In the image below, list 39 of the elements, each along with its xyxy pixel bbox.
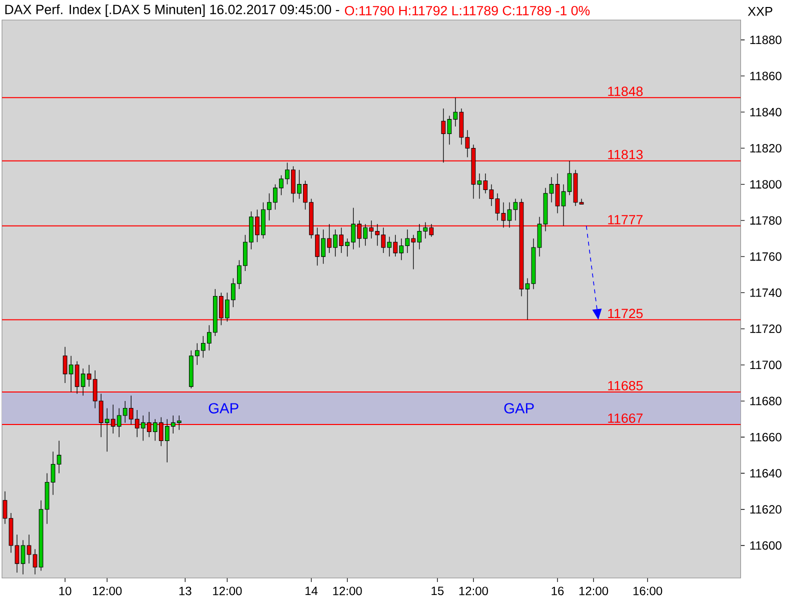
x-tick-label: 12:00 <box>579 586 608 596</box>
y-tick-label: 11680 <box>750 396 782 406</box>
ref-line-label: 11848 <box>608 86 643 96</box>
chart-subtitle: O:11790 H:11792 L:11789 C:11789 -1 0% <box>344 6 590 16</box>
x-tick-label: 12:00 <box>213 586 242 596</box>
x-tick-label: 10 <box>59 586 72 596</box>
ref-line-label: 11725 <box>608 308 643 318</box>
y-tick-label: 11720 <box>750 324 782 334</box>
ref-line-label: 11813 <box>608 150 643 160</box>
y-axis-title: XXP <box>748 7 772 16</box>
ref-line-label: 11667 <box>608 413 643 423</box>
y-tick-label: 11620 <box>750 505 782 514</box>
y-tick-label: 11760 <box>750 252 782 261</box>
candlestick <box>2 490 8 524</box>
y-tick-label: 11800 <box>750 180 782 189</box>
y-tick-label: 11640 <box>750 469 782 478</box>
y-tick-label: 11700 <box>750 360 782 370</box>
x-tick-label: 14 <box>306 586 318 595</box>
candlestick <box>549 176 554 203</box>
x-tick-label: 16 <box>552 586 564 596</box>
x-tick-label: 15 <box>432 586 444 596</box>
y-tick-label: 11740 <box>750 288 782 297</box>
y-tick-label: 11840 <box>750 108 782 116</box>
x-tick-label: 12:00 <box>333 586 362 596</box>
y-tick-label: 11860 <box>750 72 782 80</box>
ref-line-label: 11777 <box>608 215 643 224</box>
annotation: GAP <box>208 403 238 414</box>
y-tick-label: 11600 <box>750 541 782 550</box>
chart-title: DAX Perf. Index [.DAX 5 Minuten] 16.02.2017 09:45:00 - <box>5 4 340 17</box>
x-tick-label: 12:00 <box>459 586 488 596</box>
annotation: GAP <box>504 403 534 414</box>
ref-line-label: 11685 <box>608 380 643 390</box>
y-tick-label: 11820 <box>750 144 782 152</box>
x-tick-label: 16:00 <box>633 586 662 596</box>
y-tick-label: 11880 <box>750 36 782 44</box>
x-tick-label: 13 <box>179 586 192 596</box>
x-tick-label: 12:00 <box>93 586 122 596</box>
y-tick-label: 11660 <box>750 432 782 442</box>
y-tick-label: 11780 <box>750 216 782 225</box>
